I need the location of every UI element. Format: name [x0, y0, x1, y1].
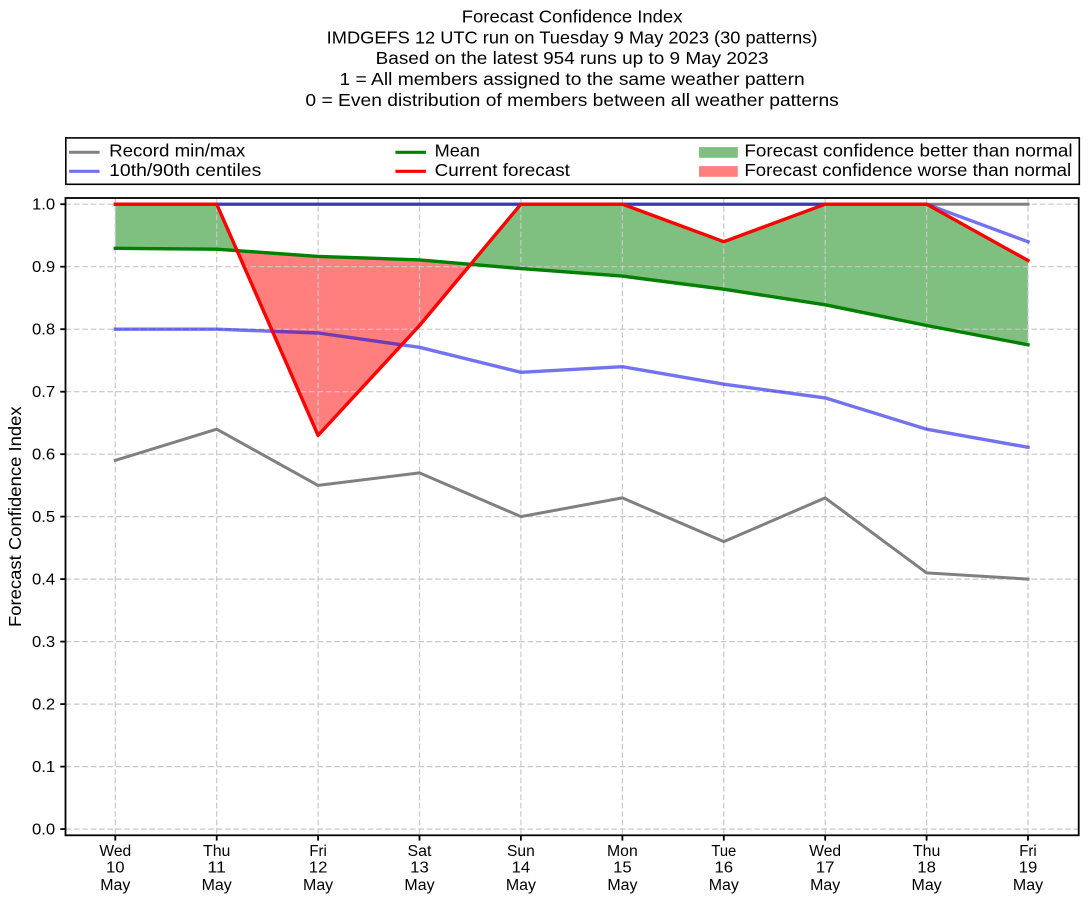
svg-text:May: May [810, 877, 840, 894]
svg-text:19: 19 [1019, 860, 1038, 877]
svg-text:0.2: 0.2 [32, 696, 55, 713]
svg-text:May: May [303, 877, 333, 894]
svg-text:0.1: 0.1 [32, 759, 55, 776]
svg-text:1.0: 1.0 [32, 197, 55, 214]
svg-text:Fri: Fri [309, 843, 326, 860]
svg-text:May: May [607, 877, 637, 894]
svg-text:0 = Even distribution of membe: 0 = Even distribution of members between… [305, 90, 839, 110]
svg-text:Record min/max: Record min/max [109, 141, 245, 161]
svg-text:May: May [506, 877, 536, 894]
svg-text:Based on the latest 954 runs u: Based on the latest 954 runs up to 9 May… [376, 48, 769, 68]
svg-text:1 = All members assigned to th: 1 = All members assigned to the same wea… [339, 69, 804, 89]
svg-text:Fri: Fri [1019, 843, 1036, 860]
svg-text:Forecast Confidence Index: Forecast Confidence Index [5, 406, 25, 627]
svg-text:0.4: 0.4 [32, 571, 56, 588]
svg-text:18: 18 [917, 860, 936, 877]
svg-text:May: May [404, 877, 434, 894]
svg-text:10: 10 [106, 860, 125, 877]
svg-text:Mon: Mon [607, 843, 638, 860]
svg-text:14: 14 [512, 860, 531, 877]
svg-text:IMDGEFS 12 UTC run on Tuesday: IMDGEFS 12 UTC run on Tuesday 9 May 2023… [327, 27, 818, 47]
svg-text:Current forecast: Current forecast [435, 160, 570, 180]
svg-text:Thu: Thu [203, 843, 230, 860]
svg-text:Sat: Sat [408, 843, 433, 860]
svg-text:Thu: Thu [913, 843, 940, 860]
svg-text:Sun: Sun [507, 843, 535, 860]
svg-text:0.7: 0.7 [32, 384, 55, 401]
svg-text:0.8: 0.8 [32, 322, 55, 339]
svg-text:0.5: 0.5 [32, 509, 55, 526]
svg-text:May: May [1013, 877, 1043, 894]
svg-text:May: May [202, 877, 232, 894]
svg-text:0.9: 0.9 [32, 259, 55, 276]
svg-text:17: 17 [816, 860, 835, 877]
svg-text:0.3: 0.3 [32, 634, 55, 651]
svg-text:10th/90th centiles: 10th/90th centiles [109, 160, 261, 180]
svg-text:Forecast confidence worse than: Forecast confidence worse than normal [744, 160, 1071, 180]
svg-text:Tue: Tue [711, 843, 736, 860]
svg-text:12: 12 [309, 860, 328, 877]
svg-text:0.0: 0.0 [32, 821, 55, 838]
svg-text:Wed: Wed [809, 843, 841, 860]
svg-text:Forecast Confidence Index: Forecast Confidence Index [462, 6, 683, 26]
svg-text:0.6: 0.6 [32, 447, 55, 464]
svg-text:Wed: Wed [99, 843, 131, 860]
svg-text:15: 15 [613, 860, 632, 877]
svg-text:Mean: Mean [435, 141, 480, 161]
svg-text:May: May [912, 877, 942, 894]
svg-text:May: May [100, 877, 130, 894]
svg-text:13: 13 [410, 860, 429, 877]
svg-text:Forecast confidence better tha: Forecast confidence better than normal [744, 141, 1072, 161]
svg-text:11: 11 [207, 860, 226, 877]
svg-text:16: 16 [715, 860, 734, 877]
svg-text:May: May [709, 877, 739, 894]
